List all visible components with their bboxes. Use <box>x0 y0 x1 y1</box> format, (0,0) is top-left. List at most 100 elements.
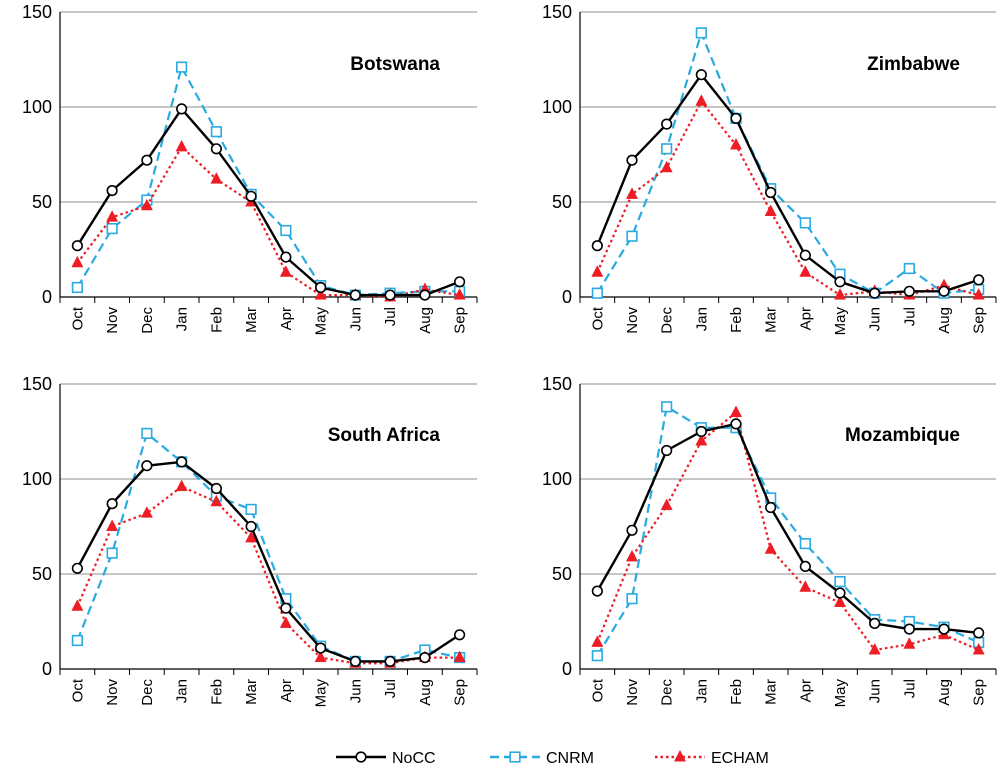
series-line-cnrm <box>76 65 460 297</box>
x-tick-label: Jul <box>901 307 918 326</box>
data-point-echam <box>729 405 743 417</box>
data-point-nocc <box>106 185 118 197</box>
data-point-echam <box>314 650 327 663</box>
x-tick-label: Feb <box>728 679 745 705</box>
y-tick-label: 0 <box>42 287 52 307</box>
x-tick-label: Jan <box>174 307 191 331</box>
legend-marker-echam <box>673 749 687 762</box>
data-point-cnrm <box>106 223 118 235</box>
data-point-cnrm <box>245 503 257 516</box>
x-tick-label: Oct <box>589 678 606 702</box>
data-point-echam <box>625 549 639 562</box>
data-point-nocc <box>730 112 742 124</box>
data-point-echam <box>660 160 673 173</box>
data-point-nocc <box>765 501 777 514</box>
data-point-echam <box>695 94 708 106</box>
x-tick-label: Feb <box>728 307 745 333</box>
data-point-echam <box>71 599 84 611</box>
data-point-echam <box>764 204 777 216</box>
x-tick-label: Nov <box>624 307 641 334</box>
data-point-echam <box>695 433 708 446</box>
series-line-cnrm <box>596 405 980 657</box>
x-tick-label: Jun <box>867 679 884 703</box>
data-point-echam <box>71 255 84 268</box>
data-point-nocc <box>176 456 188 468</box>
data-point-echam <box>591 635 604 647</box>
panel-title: Botswana <box>350 54 440 75</box>
data-point-nocc <box>834 276 846 288</box>
data-point-nocc <box>141 154 153 166</box>
data-point-echam <box>660 498 673 511</box>
chart-panel-botswana: 0 50 100 150 Oct Nov Dec Jan Feb Mar Apr May Jun Jul A… <box>22 2 478 336</box>
data-point-nocc <box>349 655 361 668</box>
data-point-nocc <box>695 69 707 81</box>
y-tick-label: 100 <box>22 469 52 489</box>
x-tick-label: Sep <box>452 307 469 334</box>
x-tick-label: Sep <box>971 679 988 706</box>
x-tick-label: Jan <box>174 679 191 703</box>
data-point-nocc <box>210 143 222 155</box>
data-point-cnrm <box>626 230 638 242</box>
x-tick-label: May <box>313 307 330 336</box>
data-point-nocc <box>903 285 915 297</box>
x-tick-label: Mar <box>763 679 780 705</box>
data-point-nocc <box>245 520 257 533</box>
x-tick-label: Sep <box>452 679 469 706</box>
x-tick-label: Aug <box>936 307 953 334</box>
legend-marker-cnrm <box>509 751 521 763</box>
data-point-nocc <box>591 240 603 252</box>
y-tick-label: 100 <box>542 469 572 489</box>
x-tick-label: Aug <box>936 679 953 706</box>
series-line-echam <box>596 411 980 652</box>
x-tick-label: Oct <box>69 678 86 702</box>
data-point-cnrm <box>799 537 811 550</box>
data-point-cnrm <box>695 27 707 39</box>
series-line-cnrm <box>596 31 979 295</box>
x-tick-label: Oct <box>69 306 86 330</box>
data-point-nocc <box>661 444 673 457</box>
x-tick-label: Jul <box>382 307 399 326</box>
data-point-echam <box>625 187 639 199</box>
x-tick-label: Nov <box>624 679 641 706</box>
x-tick-label: Apr <box>797 307 814 330</box>
data-point-nocc <box>315 642 327 654</box>
x-tick-label: Mar <box>763 307 780 333</box>
x-tick-label: Jul <box>382 679 399 698</box>
x-tick-label: Aug <box>417 307 434 334</box>
y-tick-label: 50 <box>552 192 572 212</box>
x-tick-label: Dec <box>659 679 676 706</box>
data-point-echam <box>140 198 153 211</box>
y-tick-label: 50 <box>32 564 52 584</box>
y-tick-label: 100 <box>22 97 52 117</box>
series-line-nocc <box>596 422 979 635</box>
x-tick-label: Feb <box>208 679 225 705</box>
data-point-echam <box>279 616 292 628</box>
data-point-nocc <box>869 617 881 630</box>
x-tick-label: Jun <box>867 307 884 331</box>
data-point-echam <box>833 288 847 300</box>
y-tick-label: 150 <box>22 2 52 22</box>
series-line-nocc <box>76 460 461 663</box>
data-point-echam <box>972 288 985 300</box>
data-point-cnrm <box>626 593 638 605</box>
chart-panel-south-africa: 0 50 100 150 Oct Nov Dec Jan Feb Mar Apr May Jun Jul A… <box>22 374 478 707</box>
data-point-cnrm <box>591 287 603 299</box>
data-point-nocc <box>903 623 915 635</box>
x-tick-label: Jul <box>901 679 918 698</box>
data-point-cnrm <box>71 281 83 294</box>
data-point-nocc <box>280 602 292 614</box>
y-tick-label: 0 <box>562 287 572 307</box>
x-tick-label: Jan <box>693 307 710 331</box>
data-point-nocc <box>245 190 257 202</box>
data-point-echam <box>764 542 777 554</box>
data-point-echam <box>453 650 466 663</box>
data-point-nocc <box>384 655 396 668</box>
data-point-nocc <box>765 186 777 199</box>
data-point-nocc <box>938 623 950 635</box>
data-point-nocc <box>141 460 153 472</box>
data-point-nocc <box>661 118 673 130</box>
data-point-nocc <box>384 289 396 301</box>
x-tick-label: Dec <box>139 679 156 706</box>
x-tick-label: Apr <box>278 307 295 330</box>
